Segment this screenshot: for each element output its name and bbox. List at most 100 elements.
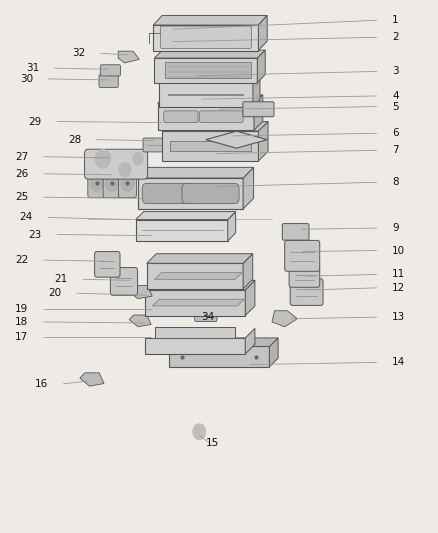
- Polygon shape: [147, 254, 253, 263]
- Text: 1: 1: [392, 15, 399, 25]
- FancyBboxPatch shape: [99, 75, 118, 87]
- Polygon shape: [258, 122, 268, 161]
- Polygon shape: [243, 167, 254, 209]
- Polygon shape: [153, 25, 258, 51]
- Text: 19: 19: [15, 304, 28, 314]
- Text: 12: 12: [392, 283, 405, 293]
- Polygon shape: [158, 103, 254, 130]
- Polygon shape: [162, 131, 258, 161]
- Polygon shape: [136, 212, 236, 220]
- Polygon shape: [168, 94, 244, 95]
- Text: 4: 4: [392, 91, 399, 101]
- FancyBboxPatch shape: [164, 111, 198, 123]
- Polygon shape: [228, 212, 236, 241]
- Polygon shape: [128, 286, 152, 298]
- Text: 8: 8: [392, 177, 399, 187]
- Polygon shape: [257, 50, 265, 83]
- Text: 22: 22: [15, 255, 28, 265]
- Text: 6: 6: [392, 128, 399, 138]
- FancyBboxPatch shape: [142, 183, 195, 204]
- Text: 17: 17: [15, 332, 28, 342]
- Circle shape: [119, 162, 131, 177]
- Polygon shape: [206, 131, 267, 148]
- FancyBboxPatch shape: [103, 169, 121, 198]
- Text: 25: 25: [15, 192, 28, 202]
- Text: 30: 30: [20, 74, 33, 84]
- FancyBboxPatch shape: [88, 169, 106, 198]
- Text: 18: 18: [15, 317, 28, 327]
- Text: 2: 2: [392, 33, 399, 42]
- Text: 11: 11: [392, 270, 405, 279]
- Text: 24: 24: [20, 213, 33, 222]
- FancyBboxPatch shape: [110, 268, 138, 295]
- Polygon shape: [158, 95, 263, 103]
- Polygon shape: [138, 167, 254, 178]
- FancyBboxPatch shape: [182, 183, 239, 204]
- Polygon shape: [129, 315, 151, 327]
- Text: 31: 31: [26, 63, 39, 73]
- Circle shape: [121, 175, 134, 191]
- Polygon shape: [154, 50, 265, 58]
- Circle shape: [193, 424, 206, 440]
- Polygon shape: [169, 338, 278, 346]
- Polygon shape: [152, 299, 244, 306]
- Circle shape: [95, 149, 111, 168]
- Text: 10: 10: [392, 246, 405, 255]
- Polygon shape: [162, 122, 268, 131]
- Polygon shape: [243, 254, 253, 289]
- FancyBboxPatch shape: [160, 26, 251, 49]
- Text: 27: 27: [15, 152, 28, 161]
- Text: 7: 7: [392, 146, 399, 155]
- Text: 32: 32: [72, 49, 85, 58]
- Text: 15: 15: [206, 439, 219, 448]
- Text: 23: 23: [28, 230, 42, 239]
- Polygon shape: [155, 272, 242, 279]
- Text: 3: 3: [392, 67, 399, 76]
- Polygon shape: [269, 338, 278, 367]
- Polygon shape: [245, 280, 255, 316]
- Polygon shape: [272, 311, 297, 327]
- FancyBboxPatch shape: [243, 102, 274, 117]
- Polygon shape: [147, 263, 243, 289]
- Polygon shape: [80, 373, 104, 386]
- Text: 21: 21: [55, 274, 68, 284]
- Text: 5: 5: [392, 102, 399, 111]
- Polygon shape: [145, 338, 245, 354]
- Text: 13: 13: [392, 312, 405, 322]
- Polygon shape: [145, 280, 255, 290]
- Text: 9: 9: [392, 223, 399, 233]
- Polygon shape: [169, 346, 269, 367]
- Polygon shape: [155, 327, 235, 339]
- Text: 34: 34: [201, 312, 215, 321]
- FancyBboxPatch shape: [283, 224, 309, 240]
- Polygon shape: [145, 290, 245, 316]
- Polygon shape: [245, 328, 255, 354]
- Polygon shape: [258, 15, 267, 51]
- Text: 14: 14: [392, 358, 405, 367]
- FancyBboxPatch shape: [194, 309, 217, 321]
- FancyBboxPatch shape: [199, 111, 243, 123]
- Polygon shape: [136, 220, 228, 241]
- Circle shape: [90, 175, 103, 191]
- FancyBboxPatch shape: [285, 240, 320, 271]
- Circle shape: [106, 175, 119, 191]
- FancyBboxPatch shape: [290, 279, 323, 305]
- Polygon shape: [138, 178, 243, 209]
- Polygon shape: [166, 62, 251, 78]
- Polygon shape: [254, 95, 263, 130]
- FancyBboxPatch shape: [289, 267, 320, 287]
- Polygon shape: [159, 82, 253, 107]
- Text: 16: 16: [35, 379, 48, 389]
- Polygon shape: [253, 75, 260, 107]
- FancyBboxPatch shape: [100, 64, 120, 76]
- Polygon shape: [153, 15, 267, 25]
- Text: 29: 29: [28, 117, 42, 126]
- Text: 26: 26: [15, 169, 28, 179]
- Polygon shape: [154, 58, 257, 83]
- Polygon shape: [159, 75, 260, 82]
- FancyBboxPatch shape: [95, 252, 120, 277]
- FancyBboxPatch shape: [143, 138, 170, 152]
- Polygon shape: [170, 141, 251, 151]
- Circle shape: [133, 152, 143, 165]
- FancyBboxPatch shape: [118, 169, 137, 198]
